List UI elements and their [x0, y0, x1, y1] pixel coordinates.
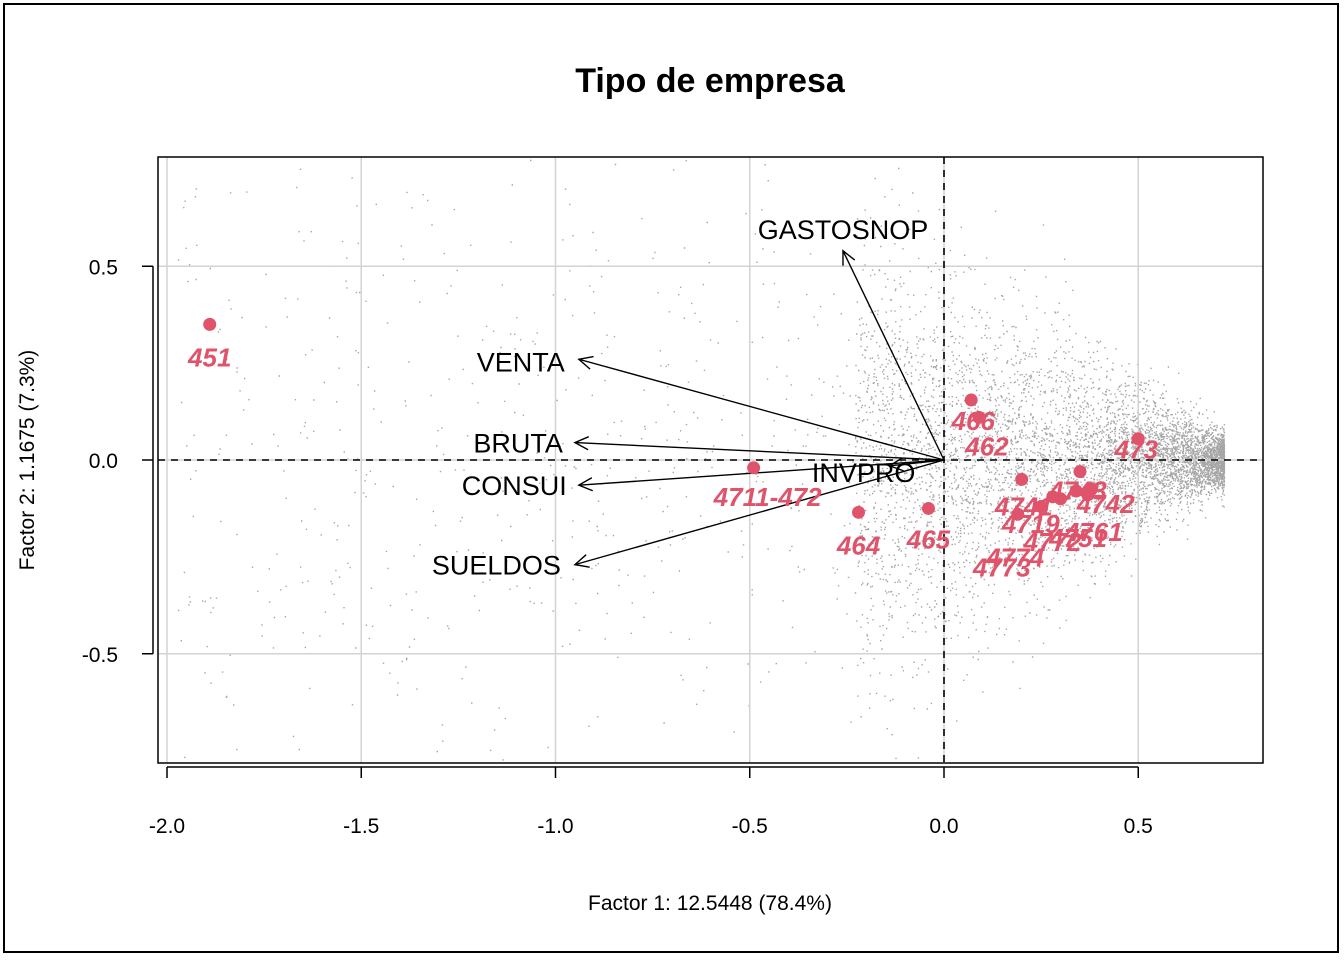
x-axis: -2.0 -1.5 -1.0 -0.5 0.0 0.5 [149, 766, 1153, 838]
category-label-462: 462 [964, 431, 1009, 461]
category-point-465 [921, 501, 935, 515]
category-label-465: 465 [906, 524, 951, 554]
category-label-4774: 4774 [985, 543, 1044, 573]
arrow-shaft-consui [578, 459, 945, 486]
arrow-head-invpro [888, 457, 904, 472]
x-tick-label-3: -0.5 [732, 815, 768, 838]
category-label-4711-472: 4711-472 [713, 482, 822, 512]
arrow-shaft-invpro [889, 459, 945, 467]
category-point-473 [1131, 432, 1145, 446]
x-tick-label-1: -1.5 [343, 815, 379, 838]
category-point-466 [964, 393, 978, 407]
arrow-head-bruta [573, 436, 589, 451]
category-label-4751: 4751 [1048, 523, 1107, 553]
variable-label-venta: VENTA [477, 347, 565, 377]
category-point-4741 [1015, 472, 1029, 486]
arrow-shaft-gastosnop [842, 250, 945, 461]
arrow-head-consui [577, 477, 593, 492]
variable-label-sueldos: SUELDOS [432, 551, 561, 581]
category-point-4774 [1034, 500, 1048, 513]
category-label-466: 466 [950, 406, 995, 436]
category-label-464: 464 [836, 530, 881, 560]
category-point-464 [852, 505, 866, 519]
y-tick-label-2: 0.5 [89, 256, 118, 279]
arrow-head-venta [577, 355, 594, 370]
plot-box [157, 156, 1264, 764]
x-axis-label: Factor 1: 12.5448 (78.4%) [588, 892, 832, 915]
arrow-head-gastosnop [842, 249, 856, 266]
variable-label-consui: CONSUI [462, 471, 567, 501]
y-axis: -0.5 0.0 0.5 [82, 256, 154, 667]
figure-frame [3, 3, 1339, 953]
category-label-451: 451 [187, 342, 231, 372]
category-point-462 [972, 410, 986, 424]
variable-label-gastosnop: GASTOSNOP [758, 215, 929, 245]
variable-label-bruta: BRUTA [473, 429, 563, 459]
category-label-4772: 4772 [1023, 527, 1082, 557]
category-label-4773: 4773 [972, 552, 1031, 582]
category-label-4719: 4719 [1001, 509, 1060, 539]
category-point-4719 [1046, 490, 1060, 504]
variable-label-invpro: INVPRO [812, 458, 916, 488]
category-label-4761: 4761 [1064, 517, 1123, 547]
y-tick-label-0: -0.5 [82, 644, 118, 667]
category-point-4761 [1081, 488, 1095, 502]
x-tick-label-4: 0.0 [929, 815, 958, 838]
chart-title: Tipo de empresa [575, 62, 846, 100]
y-axis-label: Factor 2: 1.1675 (7.3%) [16, 350, 39, 571]
x-tick-label-5: 0.5 [1124, 815, 1153, 838]
arrow-shaft-sueldos [574, 459, 945, 566]
arrow-shaft-bruta [574, 441, 945, 461]
category-point-4711-472 [747, 461, 761, 475]
category-point-4751 [1069, 484, 1083, 498]
category-point-4743 [1073, 465, 1087, 479]
x-tick-label-0: -2.0 [149, 815, 185, 838]
arrow-shaft-venta [578, 358, 945, 461]
category-point-4773 [1011, 507, 1025, 521]
y-tick-label-1: 0.0 [89, 450, 118, 473]
category-point-451 [203, 317, 217, 331]
category-label-473: 473 [1114, 435, 1159, 465]
variable-arrows: GASTOSNOP VENTA BRUTA CONSUI SUELDOS INVPRO [432, 215, 945, 581]
x-tick-label-2: -1.0 [537, 815, 573, 838]
arrow-head-sueldos [573, 554, 590, 568]
